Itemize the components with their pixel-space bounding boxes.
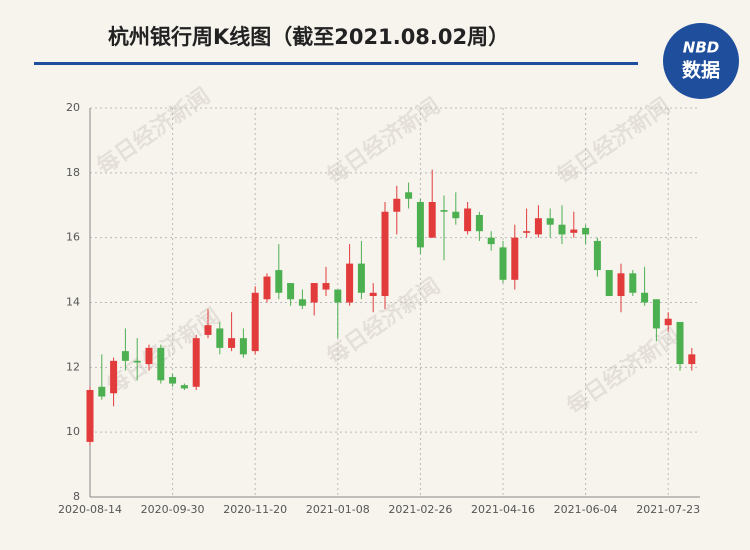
- candle-body: [558, 224, 566, 235]
- candle-body: [110, 360, 118, 394]
- candle-body: [381, 211, 389, 297]
- candle-body: [605, 270, 613, 297]
- candle-body: [416, 202, 424, 248]
- y-tick-label: 14: [66, 296, 80, 309]
- x-tick-label: 2020-11-20: [223, 503, 287, 516]
- x-tick-label: 2021-02-26: [388, 503, 452, 516]
- chart-title: 杭州银行周K线图（截至2021.08.02周）: [108, 25, 509, 49]
- title-rule: [34, 62, 638, 65]
- y-tick-label: 10: [66, 425, 80, 438]
- x-tick-label: 2020-08-14: [58, 503, 122, 516]
- logo-bottom: 数据: [682, 59, 720, 82]
- candle-body: [357, 263, 365, 293]
- candle-body: [121, 351, 129, 361]
- candle-body: [322, 283, 330, 290]
- candle-body: [523, 231, 531, 233]
- candle-body: [593, 240, 601, 271]
- candle-body: [287, 283, 295, 300]
- candle-body: [133, 360, 141, 363]
- x-tick-label: 2021-06-04: [554, 503, 618, 516]
- candle-body: [629, 273, 637, 293]
- logo: [663, 23, 739, 99]
- x-tick-label: 2021-07-23: [636, 503, 700, 516]
- candle-body: [546, 218, 554, 225]
- candle-body: [405, 192, 413, 199]
- candle-body: [452, 211, 460, 219]
- candle-body: [239, 338, 247, 355]
- candle-body: [216, 328, 224, 348]
- candle-body: [263, 276, 271, 300]
- candle-body: [169, 377, 177, 384]
- candle-body: [98, 386, 106, 397]
- candle-body: [464, 208, 472, 232]
- candle-body: [369, 292, 377, 297]
- candle-body: [475, 214, 483, 232]
- candle-body: [511, 237, 519, 280]
- y-tick-label: 12: [66, 360, 80, 373]
- candle-body: [428, 202, 436, 238]
- candle-body: [192, 338, 200, 387]
- candle-body: [440, 210, 448, 212]
- candle-body: [86, 390, 94, 442]
- x-tick-label: 2020-09-30: [141, 503, 205, 516]
- candle-body: [676, 321, 684, 365]
- candle-body: [688, 354, 696, 365]
- candle-body: [582, 227, 590, 235]
- candle-body: [641, 292, 649, 303]
- logo-top: NBD: [683, 39, 719, 57]
- candle-body: [487, 237, 495, 245]
- candle-body: [228, 338, 236, 348]
- candle-body: [275, 270, 283, 293]
- candle-body: [664, 318, 672, 326]
- candle-body: [251, 292, 259, 352]
- y-tick-label: 16: [66, 231, 80, 244]
- candle-body: [334, 289, 342, 303]
- candle-body: [298, 299, 306, 306]
- candle-body: [570, 229, 578, 233]
- x-tick-label: 2021-01-08: [306, 503, 370, 516]
- y-tick-label: 20: [66, 101, 80, 114]
- y-tick-label: 18: [66, 166, 80, 179]
- candle-body: [652, 299, 660, 329]
- x-tick-label: 2021-04-16: [471, 503, 535, 516]
- candle-body: [310, 283, 318, 303]
- candle-body: [393, 198, 401, 212]
- candle-body: [204, 325, 212, 335]
- y-tick-label: 8: [73, 490, 80, 503]
- candle-body: [180, 385, 188, 389]
- candle-body: [346, 263, 354, 303]
- candle-body: [499, 247, 507, 280]
- candle-body: [145, 347, 153, 365]
- candle-body: [157, 347, 165, 381]
- candle-body: [534, 218, 542, 235]
- candle-body: [617, 273, 625, 297]
